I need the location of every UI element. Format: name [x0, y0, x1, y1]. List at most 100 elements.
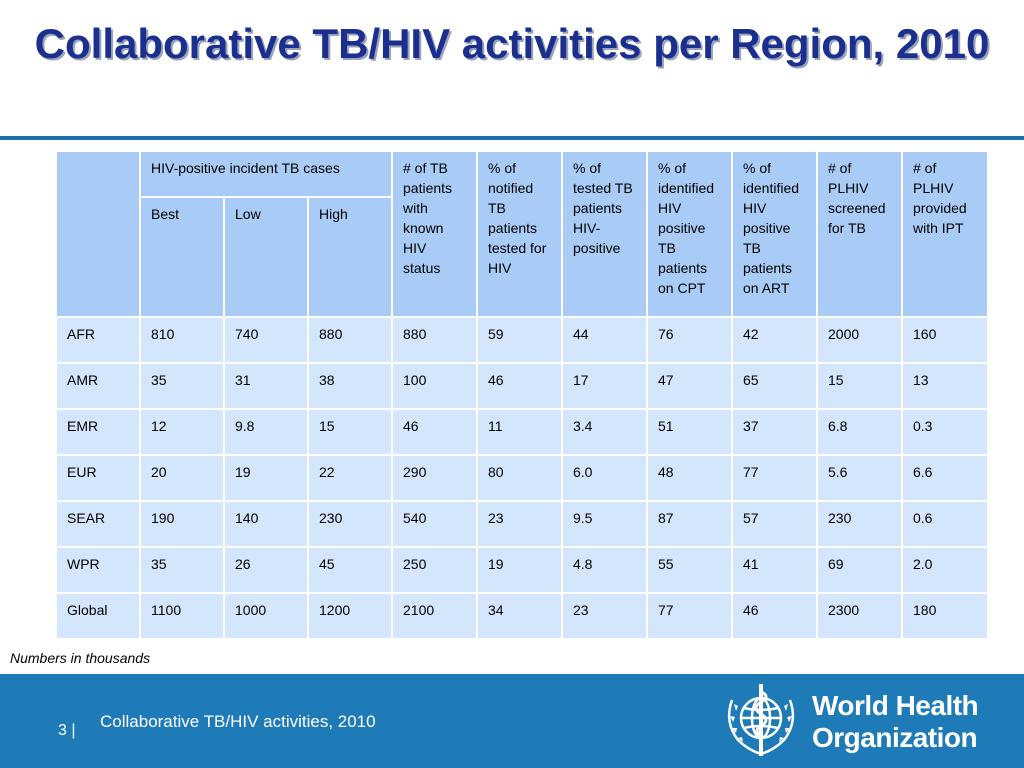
subheader-low: Low: [223, 196, 309, 318]
header-corner-cell: [55, 150, 141, 318]
value-cell: 13: [901, 362, 989, 410]
slide-title: Collaborative TB/HIV activities per Regi…: [34, 20, 990, 67]
value-cell: 41: [731, 546, 818, 594]
value-cell: 880: [391, 316, 478, 364]
value-cell: 1100: [139, 592, 225, 640]
value-cell: 57: [731, 500, 818, 548]
value-cell: 2000: [816, 316, 903, 364]
value-cell: 190: [139, 500, 225, 548]
value-cell: 230: [816, 500, 903, 548]
title-divider: [0, 136, 1024, 140]
value-cell: 140: [223, 500, 309, 548]
page-number: 3 |: [58, 722, 76, 739]
table-header: HIV-positive incident TB cases # of TB p…: [55, 150, 989, 318]
value-cell: 44: [561, 316, 648, 364]
value-cell: 80: [476, 454, 563, 502]
region-cell: AMR: [55, 362, 141, 410]
table-row: EMR 12 9.8 15 46 11 3.4 51 37 6.8 0.3: [55, 408, 989, 456]
value-cell: 59: [476, 316, 563, 364]
value-cell: 23: [561, 592, 648, 640]
value-cell: 46: [391, 408, 478, 456]
value-cell: 740: [223, 316, 309, 364]
value-cell: 17: [561, 362, 648, 410]
footer-title: Collaborative TB/HIV activities, 2010: [100, 712, 376, 731]
value-cell: 9.5: [561, 500, 648, 548]
value-cell: 26: [223, 546, 309, 594]
value-cell: 1200: [307, 592, 393, 640]
value-cell: 230: [307, 500, 393, 548]
value-cell: 76: [646, 316, 733, 364]
value-cell: 55: [646, 546, 733, 594]
header-known-hiv-status: # of TB patients with known HIV status: [391, 150, 478, 318]
table-row: SEAR 190 140 230 540 23 9.5 87 57 230 0.6: [55, 500, 989, 548]
value-cell: 46: [731, 592, 818, 640]
header-plhiv-ipt: # of PLHIV provided with IPT: [901, 150, 989, 318]
value-cell: 47: [646, 362, 733, 410]
value-cell: 5.6: [816, 454, 903, 502]
value-cell: 34: [476, 592, 563, 640]
header-hiv-positive-incident: HIV-positive incident TB cases: [139, 150, 393, 198]
value-cell: 87: [646, 500, 733, 548]
value-cell: 35: [139, 362, 225, 410]
logo-text-line2: Organization: [812, 722, 978, 753]
value-cell: 880: [307, 316, 393, 364]
value-cell: 0.3: [901, 408, 989, 456]
value-cell: 2300: [816, 592, 903, 640]
value-cell: 290: [391, 454, 478, 502]
value-cell: 37: [731, 408, 818, 456]
value-cell: 38: [307, 362, 393, 410]
value-cell: 19: [223, 454, 309, 502]
value-cell: 31: [223, 362, 309, 410]
value-cell: 77: [646, 592, 733, 640]
value-cell: 65: [731, 362, 818, 410]
value-cell: 0.6: [901, 500, 989, 548]
value-cell: 45: [307, 546, 393, 594]
region-cell: EMR: [55, 408, 141, 456]
value-cell: 19: [476, 546, 563, 594]
region-cell: Global: [55, 592, 141, 640]
header-on-cpt: % of identified HIV positive TB patients…: [646, 150, 733, 318]
table-row: AMR 35 31 38 100 46 17 47 65 15 13: [55, 362, 989, 410]
region-cell: SEAR: [55, 500, 141, 548]
value-cell: 810: [139, 316, 225, 364]
value-cell: 22: [307, 454, 393, 502]
region-cell: WPR: [55, 546, 141, 594]
value-cell: 77: [731, 454, 818, 502]
value-cell: 6.0: [561, 454, 648, 502]
value-cell: 540: [391, 500, 478, 548]
region-cell: EUR: [55, 454, 141, 502]
subheader-high: High: [307, 196, 393, 318]
value-cell: 46: [476, 362, 563, 410]
value-cell: 4.8: [561, 546, 648, 594]
value-cell: 2100: [391, 592, 478, 640]
footer-bar: 3 | Collaborative TB/HIV activities, 201…: [0, 674, 1024, 768]
value-cell: 1000: [223, 592, 309, 640]
region-cell: AFR: [55, 316, 141, 364]
value-cell: 51: [646, 408, 733, 456]
value-cell: 42: [731, 316, 818, 364]
value-cell: 100: [391, 362, 478, 410]
table-row: Global 1100 1000 1200 2100 34 23 77 46 2300 180: [55, 592, 989, 640]
table-row: AFR 810 740 880 880 59 44 76 42 2000 160: [55, 316, 989, 364]
who-logo: World Health Organization: [718, 678, 1008, 764]
table-body: AFR 810 740 880 880 59 44 76 42 2000 160 AMR 35 31 38 1…: [55, 316, 989, 640]
value-cell: 20: [139, 454, 225, 502]
header-tested-for-hiv: % of notified TB patients tested for HIV: [476, 150, 563, 318]
header-plhiv-screened: # of PLHIV screened for TB: [816, 150, 903, 318]
subheader-best: Best: [139, 196, 225, 318]
who-emblem-icon: [727, 684, 795, 756]
value-cell: 2.0: [901, 546, 989, 594]
value-cell: 3.4: [561, 408, 648, 456]
header-hiv-positive: % of tested TB patients HIV-positive: [561, 150, 648, 318]
value-cell: 35: [139, 546, 225, 594]
value-cell: 180: [901, 592, 989, 640]
value-cell: 6.6: [901, 454, 989, 502]
value-cell: 12: [139, 408, 225, 456]
value-cell: 15: [816, 362, 903, 410]
value-cell: 48: [646, 454, 733, 502]
tbhiv-table: HIV-positive incident TB cases # of TB p…: [55, 150, 989, 640]
logo-text-line1: World Health: [812, 690, 979, 721]
value-cell: 69: [816, 546, 903, 594]
header-on-art: % of identified HIV positive TB patients…: [731, 150, 818, 318]
footnote: Numbers in thousands: [10, 650, 151, 666]
